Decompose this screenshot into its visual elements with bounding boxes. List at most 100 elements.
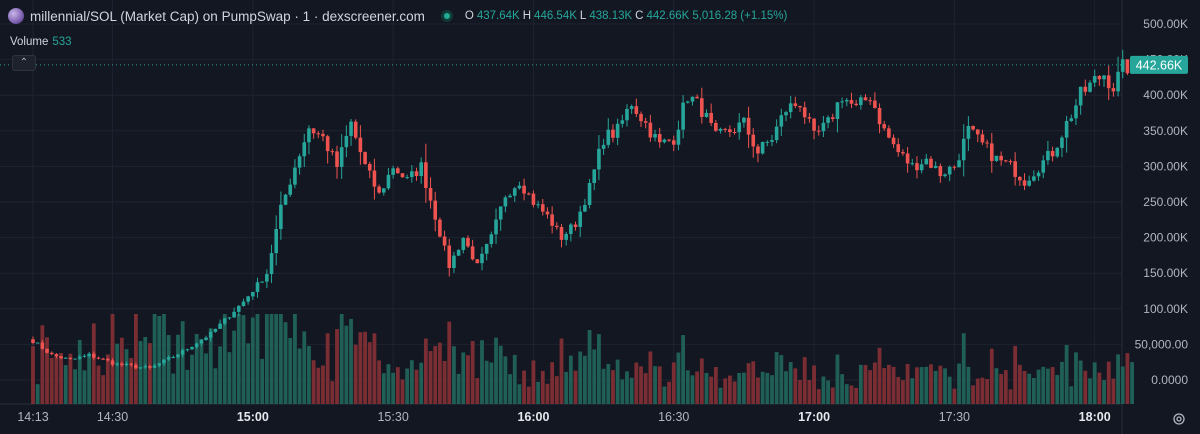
volume-bar xyxy=(311,360,316,404)
volume-bar xyxy=(597,334,601,404)
candle-body xyxy=(737,122,742,133)
volume-bar xyxy=(381,373,386,404)
volume-bar xyxy=(250,317,255,404)
low-label: L xyxy=(579,10,587,22)
candle-body xyxy=(774,126,779,141)
volume-bar xyxy=(367,342,372,404)
volume-bar xyxy=(87,354,92,404)
candle-body xyxy=(232,311,236,318)
volume-bar xyxy=(1008,389,1013,404)
candle-body xyxy=(302,142,307,157)
candle-body xyxy=(1008,161,1013,163)
volume-bar xyxy=(1060,361,1064,404)
candle-body xyxy=(279,204,283,230)
x-tick-label: 14:30 xyxy=(97,410,128,424)
candle-body xyxy=(456,249,461,256)
candle-body xyxy=(115,363,119,365)
volume-bar xyxy=(274,314,279,404)
volume-bar xyxy=(405,368,410,404)
volume-bar xyxy=(466,355,470,404)
candle-body xyxy=(578,211,583,227)
candle-body xyxy=(723,128,727,130)
candle-body xyxy=(873,100,877,108)
candle-body xyxy=(185,349,190,351)
volume-bar xyxy=(204,353,208,404)
volume-bar xyxy=(882,368,887,404)
volume-bar xyxy=(1125,353,1130,404)
volume-bar xyxy=(1003,370,1008,404)
volume-bar xyxy=(905,363,910,404)
candle-body xyxy=(508,195,512,198)
volume-bar xyxy=(246,343,251,404)
candle-body xyxy=(255,282,260,292)
y-tick-label: 350.00K xyxy=(1143,124,1188,138)
candle-body xyxy=(545,211,550,215)
candle-body xyxy=(943,174,947,177)
volume-bar xyxy=(1022,370,1027,404)
volume-bar xyxy=(592,349,597,404)
volume-bar xyxy=(442,360,447,404)
volume-bar xyxy=(344,325,349,404)
low-value: 438.13K xyxy=(589,10,633,22)
candle-body xyxy=(657,134,662,143)
candle-body xyxy=(1120,59,1125,72)
volume-bar xyxy=(512,354,517,404)
volume-bar xyxy=(269,314,274,404)
candle-body xyxy=(92,353,96,358)
volume-bar xyxy=(568,355,573,404)
candle-body xyxy=(919,164,924,171)
volume-bar xyxy=(194,333,199,404)
gear-icon[interactable] xyxy=(1172,412,1186,426)
volume-bar xyxy=(400,379,405,404)
candle-body xyxy=(316,133,321,135)
volume-bar xyxy=(162,314,166,404)
volume-bar xyxy=(826,380,830,404)
volume-bar xyxy=(77,339,82,404)
candle-body xyxy=(82,355,87,357)
volume-bar xyxy=(994,368,999,404)
volume-bar xyxy=(1031,378,1036,404)
volume-bar xyxy=(1078,360,1083,404)
y-tick-label: 300.00K xyxy=(1143,159,1188,173)
candle-body xyxy=(503,197,508,207)
volume-bar xyxy=(896,376,901,404)
candle-body xyxy=(293,167,297,185)
volume-bar xyxy=(264,314,269,404)
volume-bar xyxy=(49,358,54,404)
volume-bar xyxy=(704,372,709,404)
candle-body xyxy=(466,237,470,247)
volume-bar xyxy=(1097,372,1102,404)
candle-body xyxy=(283,194,288,205)
volume-bar xyxy=(798,380,802,404)
volume-bar xyxy=(54,356,59,404)
volume-bar xyxy=(901,380,905,404)
y-tick-label: 150.00K xyxy=(1143,266,1188,280)
candle-body xyxy=(1125,59,1130,74)
volume-bar xyxy=(924,366,929,404)
change-value: 5,016.28 (+1.15%) xyxy=(692,10,788,22)
candle-body xyxy=(826,117,830,123)
volume-bar xyxy=(802,357,807,404)
candle-body xyxy=(452,255,456,268)
volume-bar xyxy=(657,366,662,404)
candle-body xyxy=(447,245,452,268)
candle-body xyxy=(1032,176,1036,181)
volume-bar xyxy=(849,385,854,404)
chevron-up-icon[interactable]: ⌃ xyxy=(12,55,36,71)
candle-body xyxy=(260,281,264,283)
volume-bar xyxy=(816,389,821,404)
candle-body xyxy=(77,356,82,359)
candle-body xyxy=(690,96,695,102)
candle-body xyxy=(695,96,699,99)
candle-body xyxy=(1022,180,1027,186)
candle-body xyxy=(1036,172,1041,177)
y-tick-label: 250.00K xyxy=(1143,195,1188,209)
volume-bar xyxy=(152,314,157,404)
candle-body xyxy=(540,204,545,212)
volume-bar xyxy=(494,337,498,404)
volume-bar xyxy=(199,338,204,404)
candle-body xyxy=(372,170,377,187)
volume-bar xyxy=(723,378,728,404)
y-tick-label: 400.00K xyxy=(1143,88,1188,102)
